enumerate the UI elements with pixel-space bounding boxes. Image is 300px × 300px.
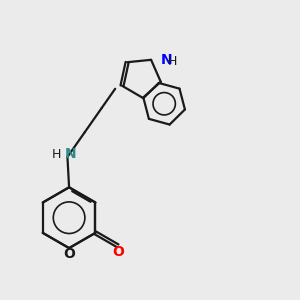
Text: N: N [160, 53, 172, 67]
Text: O: O [112, 245, 124, 259]
Text: N: N [64, 147, 76, 161]
Text: O: O [63, 247, 75, 261]
Text: H: H [167, 55, 177, 68]
Text: H: H [52, 148, 62, 161]
